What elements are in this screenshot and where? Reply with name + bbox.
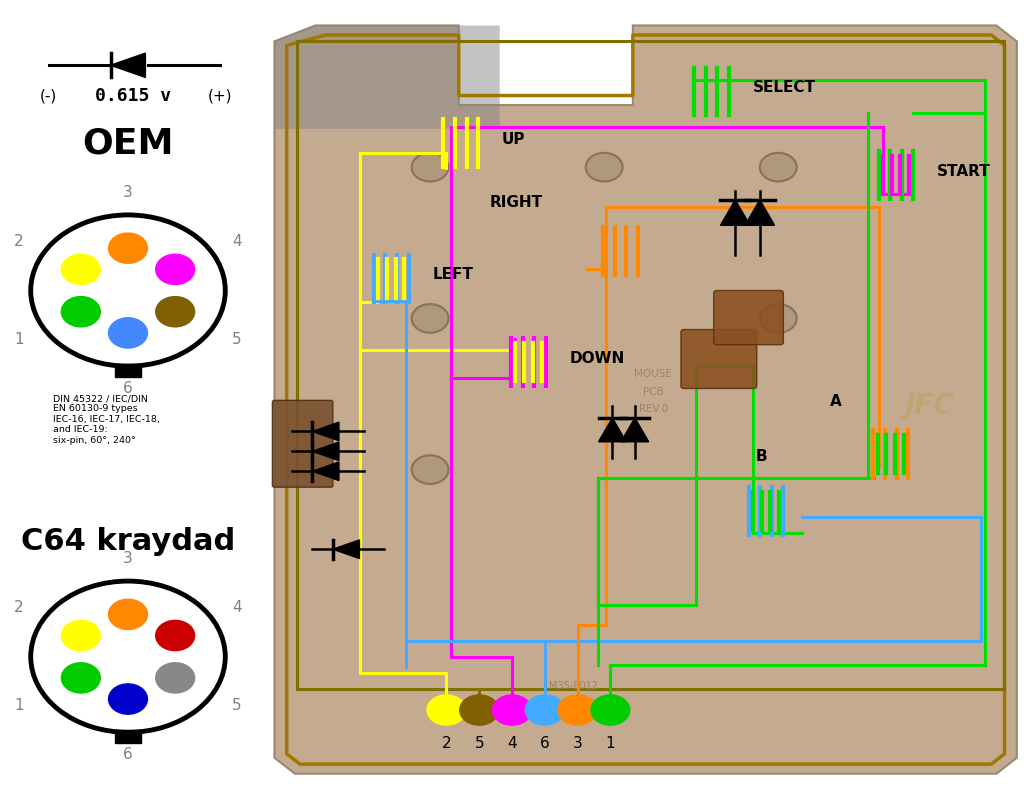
- Circle shape: [760, 153, 797, 181]
- Circle shape: [156, 620, 195, 650]
- Circle shape: [109, 233, 147, 263]
- Circle shape: [586, 153, 623, 181]
- Text: 2: 2: [14, 234, 24, 249]
- Circle shape: [591, 695, 630, 725]
- Polygon shape: [312, 442, 339, 461]
- Text: 6: 6: [123, 310, 133, 324]
- Polygon shape: [598, 418, 626, 442]
- Circle shape: [61, 297, 100, 327]
- Polygon shape: [274, 25, 1017, 774]
- Text: JFC: JFC: [905, 392, 954, 420]
- Circle shape: [109, 684, 147, 714]
- Text: 3: 3: [123, 552, 133, 566]
- Text: 4: 4: [232, 234, 242, 249]
- Circle shape: [156, 297, 195, 327]
- Text: LEFT: LEFT: [432, 267, 473, 282]
- FancyBboxPatch shape: [714, 291, 783, 345]
- Circle shape: [427, 695, 466, 725]
- Circle shape: [31, 581, 225, 732]
- Polygon shape: [333, 540, 359, 559]
- Text: OEM: OEM: [82, 127, 174, 160]
- Circle shape: [412, 304, 449, 333]
- Circle shape: [156, 663, 195, 693]
- Text: 4: 4: [507, 736, 517, 751]
- Bar: [115, 730, 141, 743]
- Text: 6: 6: [123, 381, 133, 396]
- Circle shape: [460, 695, 499, 725]
- Text: PCB: PCB: [643, 387, 664, 396]
- Polygon shape: [745, 200, 774, 225]
- Circle shape: [558, 695, 597, 725]
- Text: DIN 45322 / IEC/DIN
EN 60130-9 types
IEC-16, IEC-17, IEC-18,
and IEC-19:
six-pin: DIN 45322 / IEC/DIN EN 60130-9 types IEC…: [53, 394, 160, 445]
- Text: 1: 1: [14, 698, 24, 713]
- Polygon shape: [312, 422, 339, 441]
- Text: (-): (-): [40, 88, 56, 103]
- Text: 6: 6: [123, 676, 133, 690]
- Text: 1: 1: [605, 736, 615, 751]
- Circle shape: [412, 455, 449, 484]
- FancyBboxPatch shape: [681, 330, 757, 388]
- Text: M35-E012: M35-E012: [549, 681, 598, 691]
- Text: 6: 6: [123, 747, 133, 762]
- Text: A: A: [829, 395, 841, 409]
- FancyBboxPatch shape: [272, 400, 333, 487]
- Polygon shape: [274, 25, 500, 129]
- Text: 2: 2: [441, 736, 452, 751]
- Text: 5: 5: [474, 736, 484, 751]
- Circle shape: [61, 254, 100, 284]
- Polygon shape: [111, 53, 145, 77]
- Circle shape: [156, 254, 195, 284]
- Circle shape: [61, 620, 100, 650]
- Text: 1: 1: [14, 332, 24, 347]
- Text: 6: 6: [540, 736, 550, 751]
- Circle shape: [109, 318, 147, 348]
- Text: 4: 4: [232, 600, 242, 615]
- Circle shape: [109, 599, 147, 630]
- Text: REV.0: REV.0: [639, 404, 668, 414]
- Text: START: START: [937, 164, 990, 178]
- Text: SELECT: SELECT: [753, 80, 816, 95]
- Circle shape: [525, 695, 564, 725]
- Text: RIGHT: RIGHT: [489, 196, 543, 210]
- Text: 0.615 v: 0.615 v: [95, 87, 171, 104]
- Text: C64 kraydad: C64 kraydad: [20, 527, 236, 556]
- Circle shape: [493, 695, 531, 725]
- Bar: [115, 364, 141, 377]
- Text: 5: 5: [232, 698, 242, 713]
- Polygon shape: [721, 200, 750, 225]
- Circle shape: [412, 153, 449, 181]
- Text: 5: 5: [232, 332, 242, 347]
- Circle shape: [760, 304, 797, 333]
- Text: 3: 3: [123, 185, 133, 200]
- Circle shape: [31, 215, 225, 366]
- Text: (+): (+): [208, 88, 232, 103]
- Text: B: B: [756, 450, 767, 464]
- Text: 2: 2: [14, 600, 24, 615]
- Circle shape: [61, 663, 100, 693]
- Text: MOUSE: MOUSE: [635, 369, 672, 379]
- Polygon shape: [621, 418, 649, 442]
- Text: UP: UP: [502, 132, 525, 146]
- Text: 3: 3: [572, 736, 583, 751]
- Polygon shape: [312, 462, 339, 481]
- Text: DOWN: DOWN: [569, 351, 625, 365]
